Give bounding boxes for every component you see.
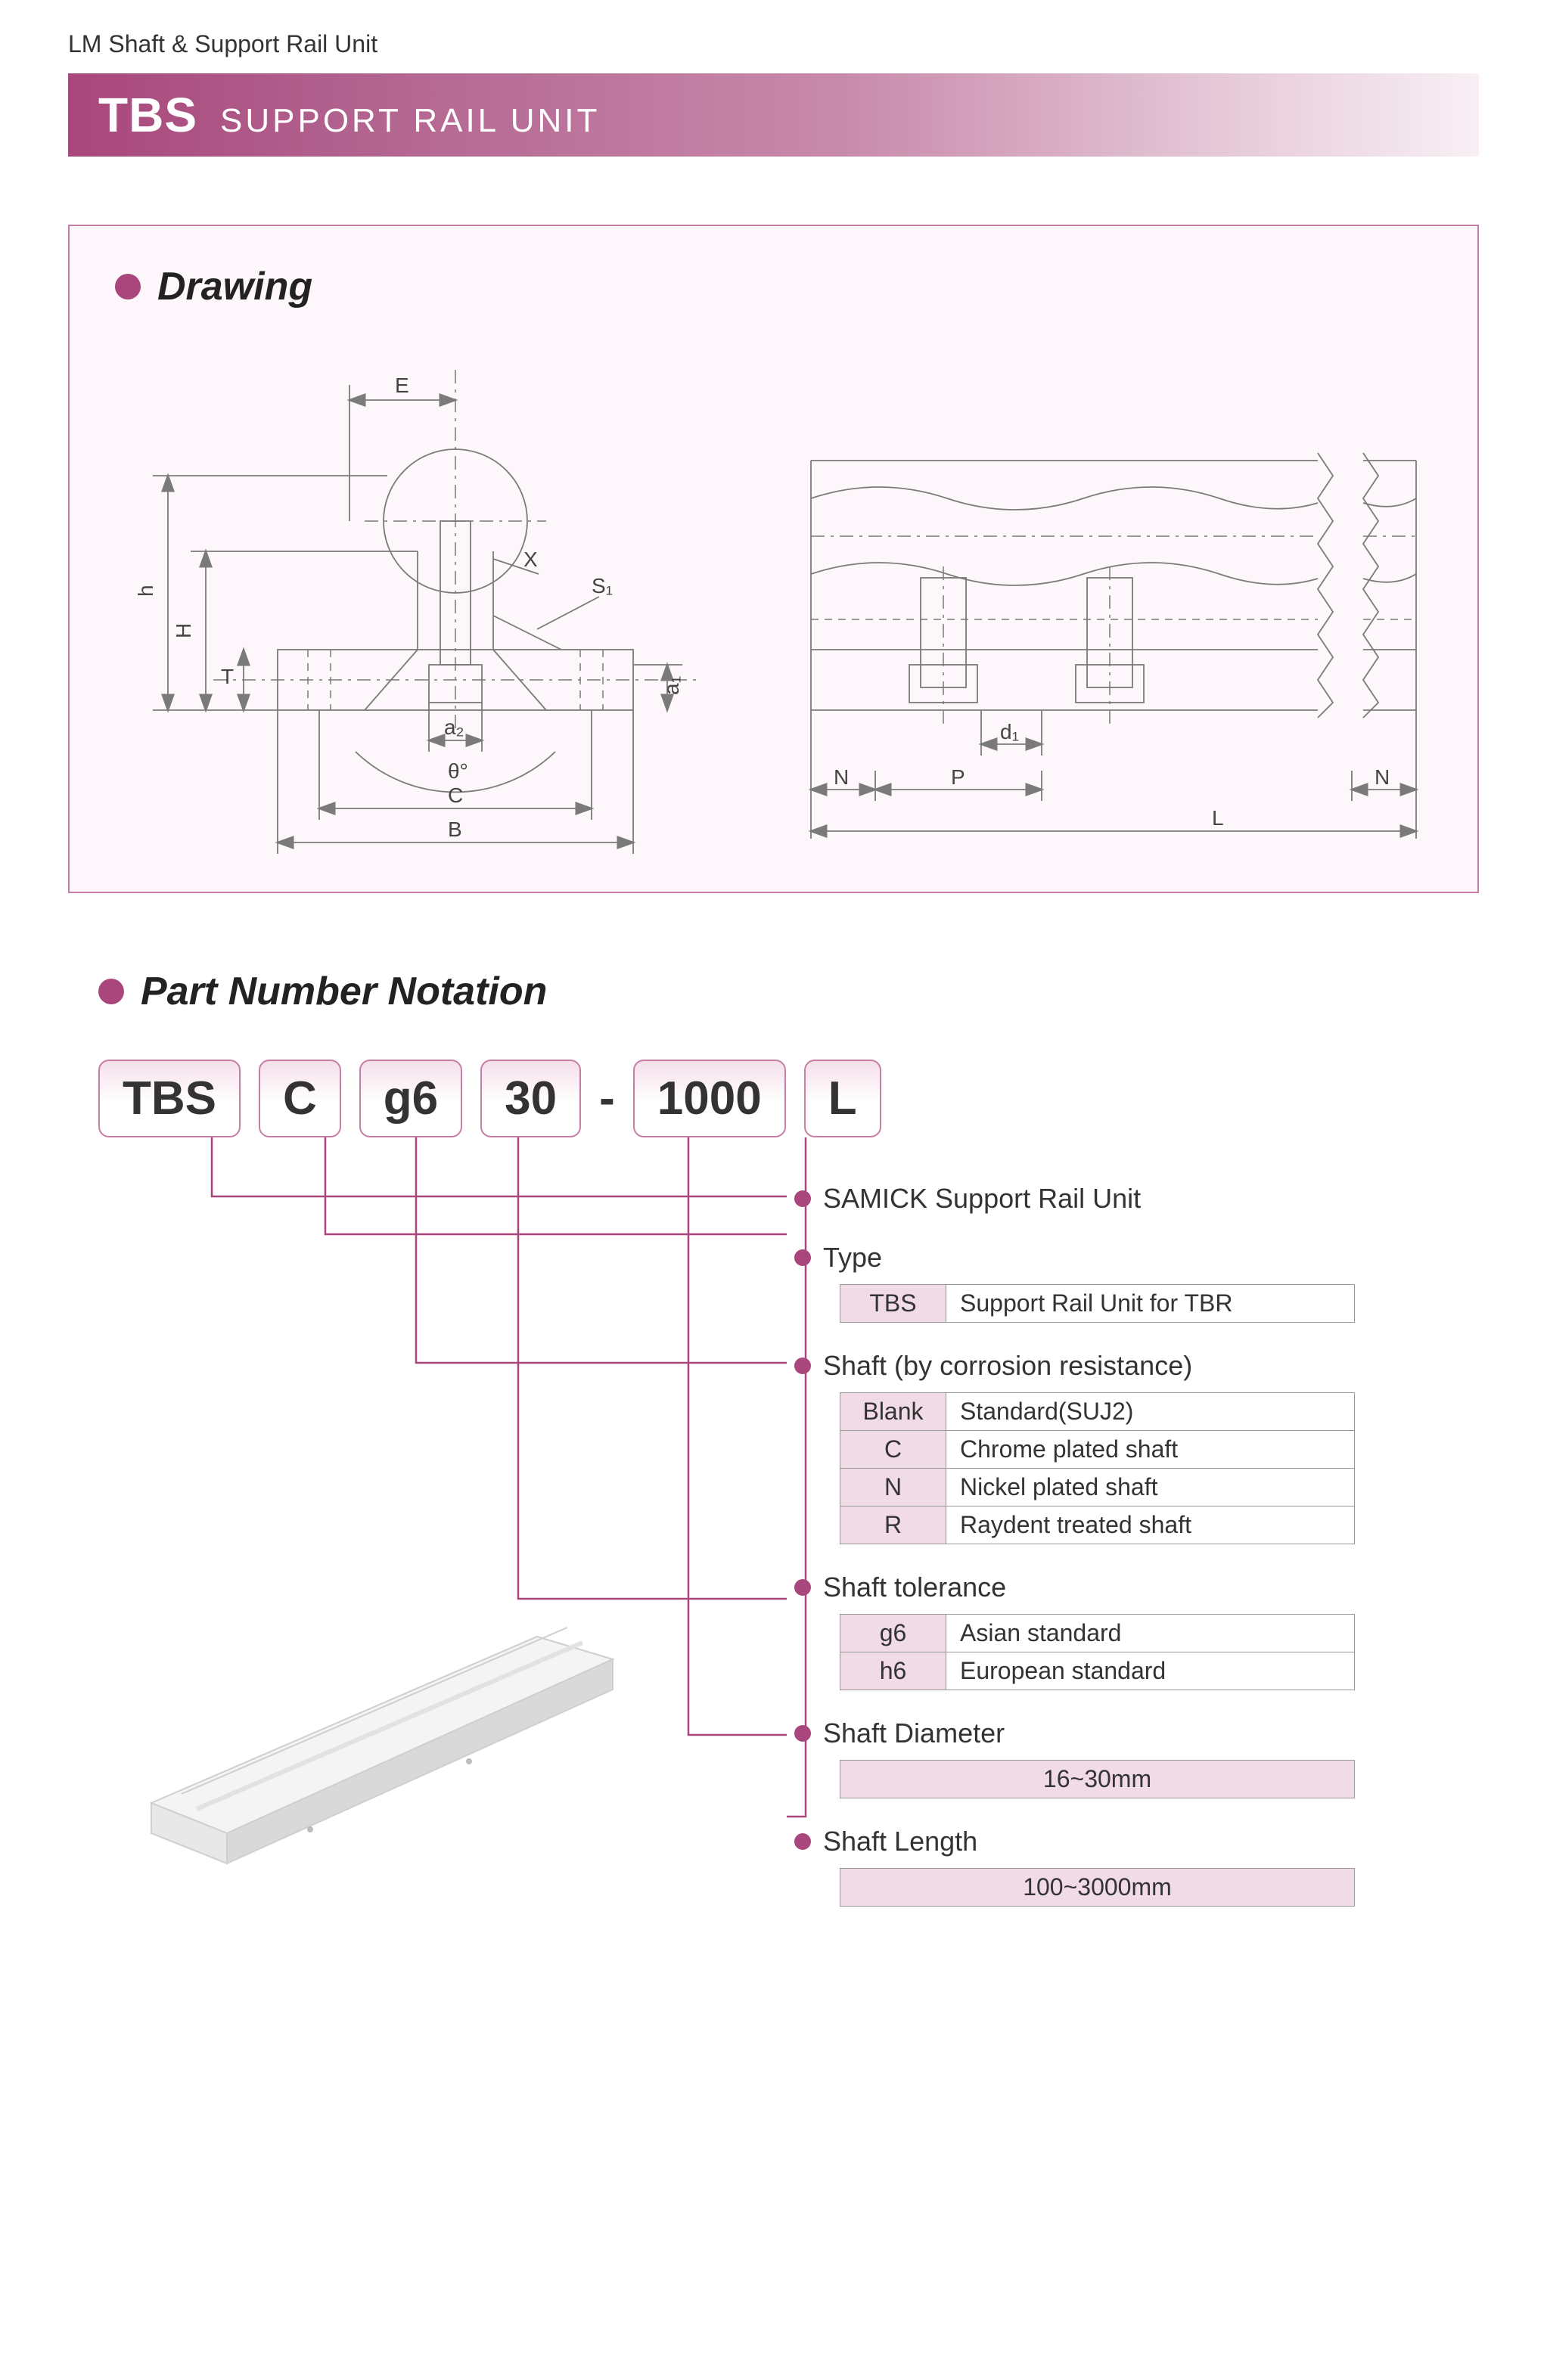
chip-1000: 1000 (633, 1060, 786, 1137)
spec-label: Type (823, 1242, 882, 1274)
bullet-icon (794, 1358, 811, 1374)
table-key: Blank (840, 1393, 946, 1431)
bullet-icon (794, 1725, 811, 1742)
dim-a1: a₁ (660, 676, 683, 695)
chip-g6: g6 (359, 1060, 462, 1137)
spec-item-4: Shaft Diameter 16~30mm (794, 1718, 1452, 1798)
spec-item-5: Shaft Length 100~3000mm (794, 1826, 1452, 1907)
bullet-icon (794, 1190, 811, 1207)
title-code: TBS (98, 87, 197, 143)
table-val: Standard(SUJ2) (946, 1393, 1355, 1431)
table-full: 16~30mm (840, 1761, 1355, 1798)
dim-C: C (448, 784, 463, 807)
spec-label: SAMICK Support Rail Unit (823, 1183, 1141, 1215)
spec-item-2: Shaft (by corrosion resistance) BlankStan… (794, 1350, 1452, 1544)
table-key: h6 (840, 1652, 946, 1690)
table-key: R (840, 1507, 946, 1544)
spec-item-3: Shaft tolerance g6Asian standardh6Europea… (794, 1572, 1452, 1690)
table-val: Chrome plated shaft (946, 1431, 1355, 1469)
dim-a2: a₂ (444, 715, 464, 739)
drawing-panel: Drawing (68, 225, 1479, 893)
dim-S1: S₁ (592, 574, 613, 597)
spec-table: TBSSupport Rail Unit for TBR (840, 1284, 1355, 1323)
spec-label: Shaft tolerance (823, 1572, 1006, 1603)
table-val: European standard (946, 1652, 1355, 1690)
table-val: Raydent treated shaft (946, 1507, 1355, 1544)
chip-l: L (804, 1060, 881, 1137)
bullet-icon (794, 1249, 811, 1266)
dim-L: L (1212, 806, 1224, 830)
part-chip-row: TBS C g6 30 - 1000 L (98, 1060, 1479, 1137)
spec-label: Shaft Length (823, 1826, 977, 1857)
spec-table: 100~3000mm (840, 1868, 1355, 1907)
drawing-heading: Drawing (157, 264, 312, 309)
spec-label: Shaft Diameter (823, 1718, 1005, 1749)
table-key: TBS (840, 1285, 946, 1323)
rail-render (113, 1606, 688, 1879)
table-full: 100~3000mm (840, 1869, 1355, 1907)
dim-d1: d₁ (1000, 720, 1019, 743)
spec-label: Shaft (by corrosion resistance) (823, 1350, 1192, 1382)
dim-T: T (221, 665, 234, 688)
front-view-drawing: E X S₁ h H T (115, 347, 743, 861)
dim-B: B (448, 818, 462, 841)
table-key: g6 (840, 1615, 946, 1652)
dim-theta: θ° (448, 759, 468, 783)
chip-30: 30 (480, 1060, 581, 1137)
spec-item-0: SAMICK Support Rail Unit (794, 1183, 1452, 1215)
spec-table: BlankStandard(SUJ2)CChrome plated shaftN… (840, 1392, 1355, 1544)
title-desc: SUPPORT RAIL UNIT (220, 102, 600, 140)
bullet-icon (115, 274, 141, 299)
table-val: Asian standard (946, 1615, 1355, 1652)
chip-c: C (259, 1060, 341, 1137)
bullet-icon (794, 1833, 811, 1850)
part-heading: Part Number Notation (141, 969, 547, 1014)
spec-table: g6Asian standardh6European standard (840, 1614, 1355, 1690)
table-key: N (840, 1469, 946, 1507)
dim-X: X (523, 548, 538, 571)
dim-N-left: N (834, 765, 849, 789)
bullet-icon (794, 1579, 811, 1596)
spec-column: SAMICK Support Rail Unit Type TBSSupport R… (794, 1183, 1452, 1934)
dim-H: H (172, 623, 195, 638)
dim-E: E (395, 374, 409, 397)
bullet-icon (98, 979, 124, 1004)
breadcrumb: LM Shaft & Support Rail Unit (68, 30, 1479, 58)
dim-P: P (951, 765, 965, 789)
part-number-section: Part Number Notation TBS C g6 30 - 1000 … (68, 969, 1479, 1894)
dim-N-right: N (1375, 765, 1390, 789)
spec-item-1: Type TBSSupport Rail Unit for TBR (794, 1242, 1452, 1323)
spec-table: 16~30mm (840, 1760, 1355, 1798)
table-val: Nickel plated shaft (946, 1469, 1355, 1507)
dash: - (599, 1072, 615, 1125)
table-key: C (840, 1431, 946, 1469)
side-view-drawing: d₁ N P N L (788, 347, 1439, 861)
chip-tbs: TBS (98, 1060, 241, 1137)
title-bar: TBS SUPPORT RAIL UNIT (68, 73, 1479, 157)
dim-h: h (134, 585, 157, 597)
table-val: Support Rail Unit for TBR (946, 1285, 1355, 1323)
